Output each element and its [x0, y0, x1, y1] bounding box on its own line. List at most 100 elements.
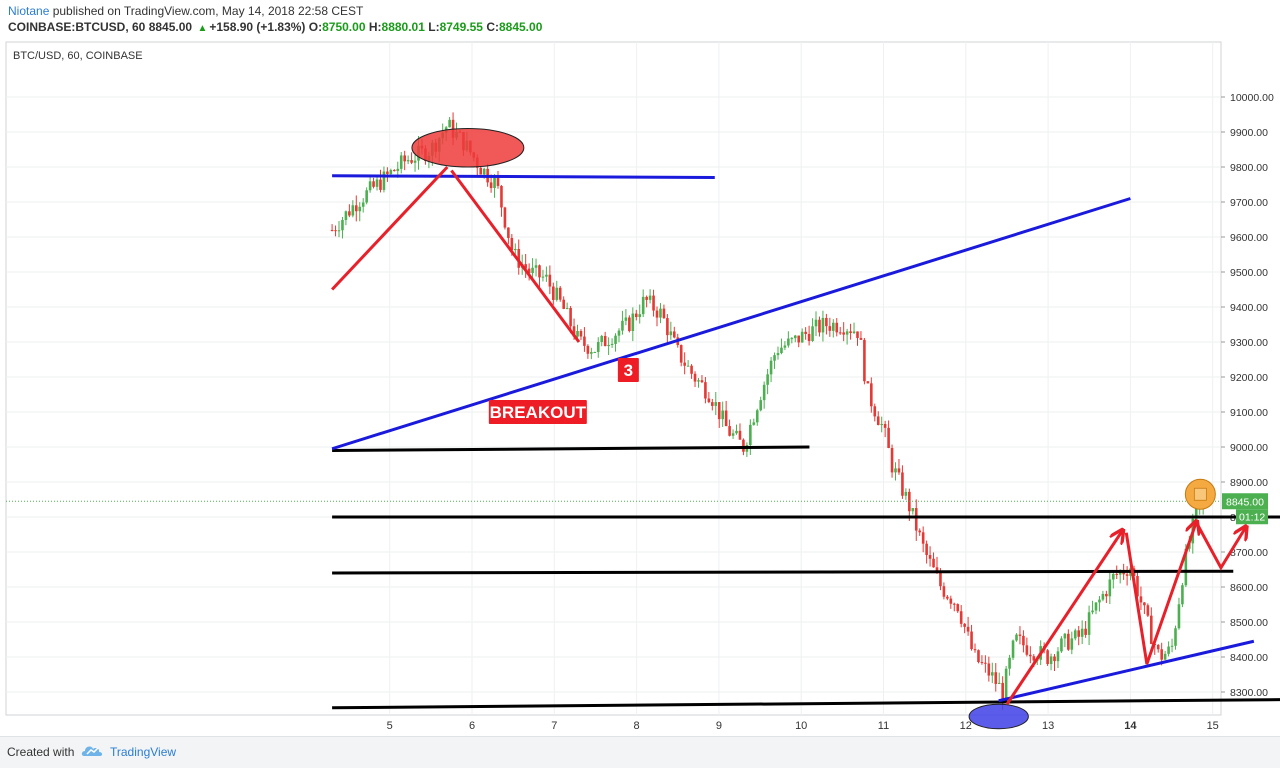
last-price: 8845.00 [148, 20, 193, 34]
created-with-label: Created with [7, 745, 75, 759]
candle-body [707, 398, 711, 403]
y-tick-label: 9200.00 [1230, 372, 1268, 384]
candle-body [1177, 604, 1181, 629]
candle-body [928, 555, 932, 559]
candle-body [493, 177, 496, 189]
candle-body [500, 185, 503, 208]
y-tick-label: 8400.00 [1230, 652, 1268, 664]
candle-body [890, 448, 894, 473]
candle-body [365, 190, 368, 203]
low-value: 8749.55 [439, 20, 483, 34]
candle-body [496, 177, 500, 186]
candle-body [1073, 630, 1077, 639]
candle-body [617, 330, 621, 336]
publish-info: published on TradingView.com, May 14, 20… [49, 4, 364, 18]
y-tick-label: 9600.00 [1230, 232, 1268, 244]
projection-arrow [450, 169, 581, 343]
highlight-ellipse [968, 703, 1029, 730]
candle-body [1111, 573, 1115, 580]
candle-body [1067, 633, 1070, 650]
candle-body [558, 287, 562, 300]
trend-line [998, 639, 1255, 703]
candle-body [932, 558, 935, 568]
candle-body [690, 365, 693, 374]
candle-body [666, 318, 669, 336]
candle-body [790, 338, 794, 340]
candle-body [372, 181, 375, 187]
candle-body [759, 400, 763, 411]
candle-body [341, 219, 344, 231]
price-chart[interactable]: 567891011121314151617188300.008400.00850… [0, 40, 1280, 736]
candle-body [1105, 593, 1108, 597]
candle-body [942, 586, 946, 597]
price-change: +158.90 (+1.83%) [209, 20, 306, 34]
candle-body [946, 596, 949, 599]
candle-body [1046, 650, 1049, 665]
candle-body [507, 227, 510, 238]
candle-body [1125, 574, 1129, 576]
countdown-text: 01:12 [1239, 511, 1265, 523]
support-resistance-line [332, 569, 1234, 575]
candle-body [1181, 585, 1184, 605]
candle-body [406, 160, 410, 162]
y-tick-label: 9500.00 [1230, 267, 1268, 279]
x-tick-label: 14 [1124, 720, 1137, 732]
candle-body [804, 331, 807, 334]
candle-body [531, 267, 534, 274]
candle-body [811, 326, 814, 342]
candle-body [987, 663, 991, 676]
y-tick-label: 8300.00 [1230, 687, 1268, 699]
candle-body [1004, 668, 1008, 700]
candle-body [897, 468, 901, 473]
candle-body [952, 603, 956, 605]
candle-body [375, 179, 379, 187]
x-tick-label: 7 [551, 720, 557, 732]
candle-body [368, 181, 372, 191]
tradingview-cloud-icon [81, 746, 103, 756]
candle-body [403, 155, 406, 162]
candle-body [859, 337, 863, 340]
candle-body [814, 319, 818, 327]
y-tick-label: 9000.00 [1230, 442, 1268, 454]
candle-body [845, 331, 849, 335]
candle-body [545, 274, 548, 277]
candle-body [1174, 628, 1177, 646]
candle-body [980, 662, 984, 664]
candle-body [970, 631, 973, 650]
y-tick-label: 8700.00 [1230, 547, 1268, 559]
candle-body [548, 274, 552, 287]
candle-body [766, 374, 769, 385]
candle-body [870, 383, 873, 407]
candle-body [631, 313, 635, 331]
candle-body [997, 682, 1001, 684]
candle-body [714, 402, 718, 406]
candle-body [579, 331, 583, 337]
candle-body [503, 207, 507, 228]
candle-body [634, 313, 638, 318]
candle-body [773, 355, 776, 361]
candle-body [755, 410, 759, 423]
candle-body [1098, 599, 1101, 603]
y-tick-label: 9800.00 [1230, 162, 1268, 174]
x-tick-label: 9 [716, 720, 722, 732]
candle-body [686, 365, 690, 367]
publish-line: Niotane published on TradingView.com, Ma… [8, 4, 363, 18]
author-link[interactable]: Niotane [8, 4, 50, 18]
candle-body [700, 380, 704, 383]
candle-body [818, 319, 821, 333]
high-value: 8880.01 [381, 20, 425, 34]
candle-body [348, 211, 351, 216]
candle-body [762, 384, 766, 401]
candle-body [655, 310, 659, 318]
candle-body [330, 230, 334, 231]
candle-body [337, 230, 341, 232]
candle-body [842, 332, 845, 335]
candle-body [776, 353, 780, 356]
candle-body [728, 426, 731, 436]
y-tick-label: 8900.00 [1230, 477, 1268, 489]
annotation-label: 3 [624, 361, 633, 380]
y-tick-label: 9700.00 [1230, 197, 1268, 209]
last-price-badge [1222, 493, 1268, 510]
tradingview-link[interactable]: TradingView [110, 745, 177, 759]
candle-body [925, 543, 928, 556]
